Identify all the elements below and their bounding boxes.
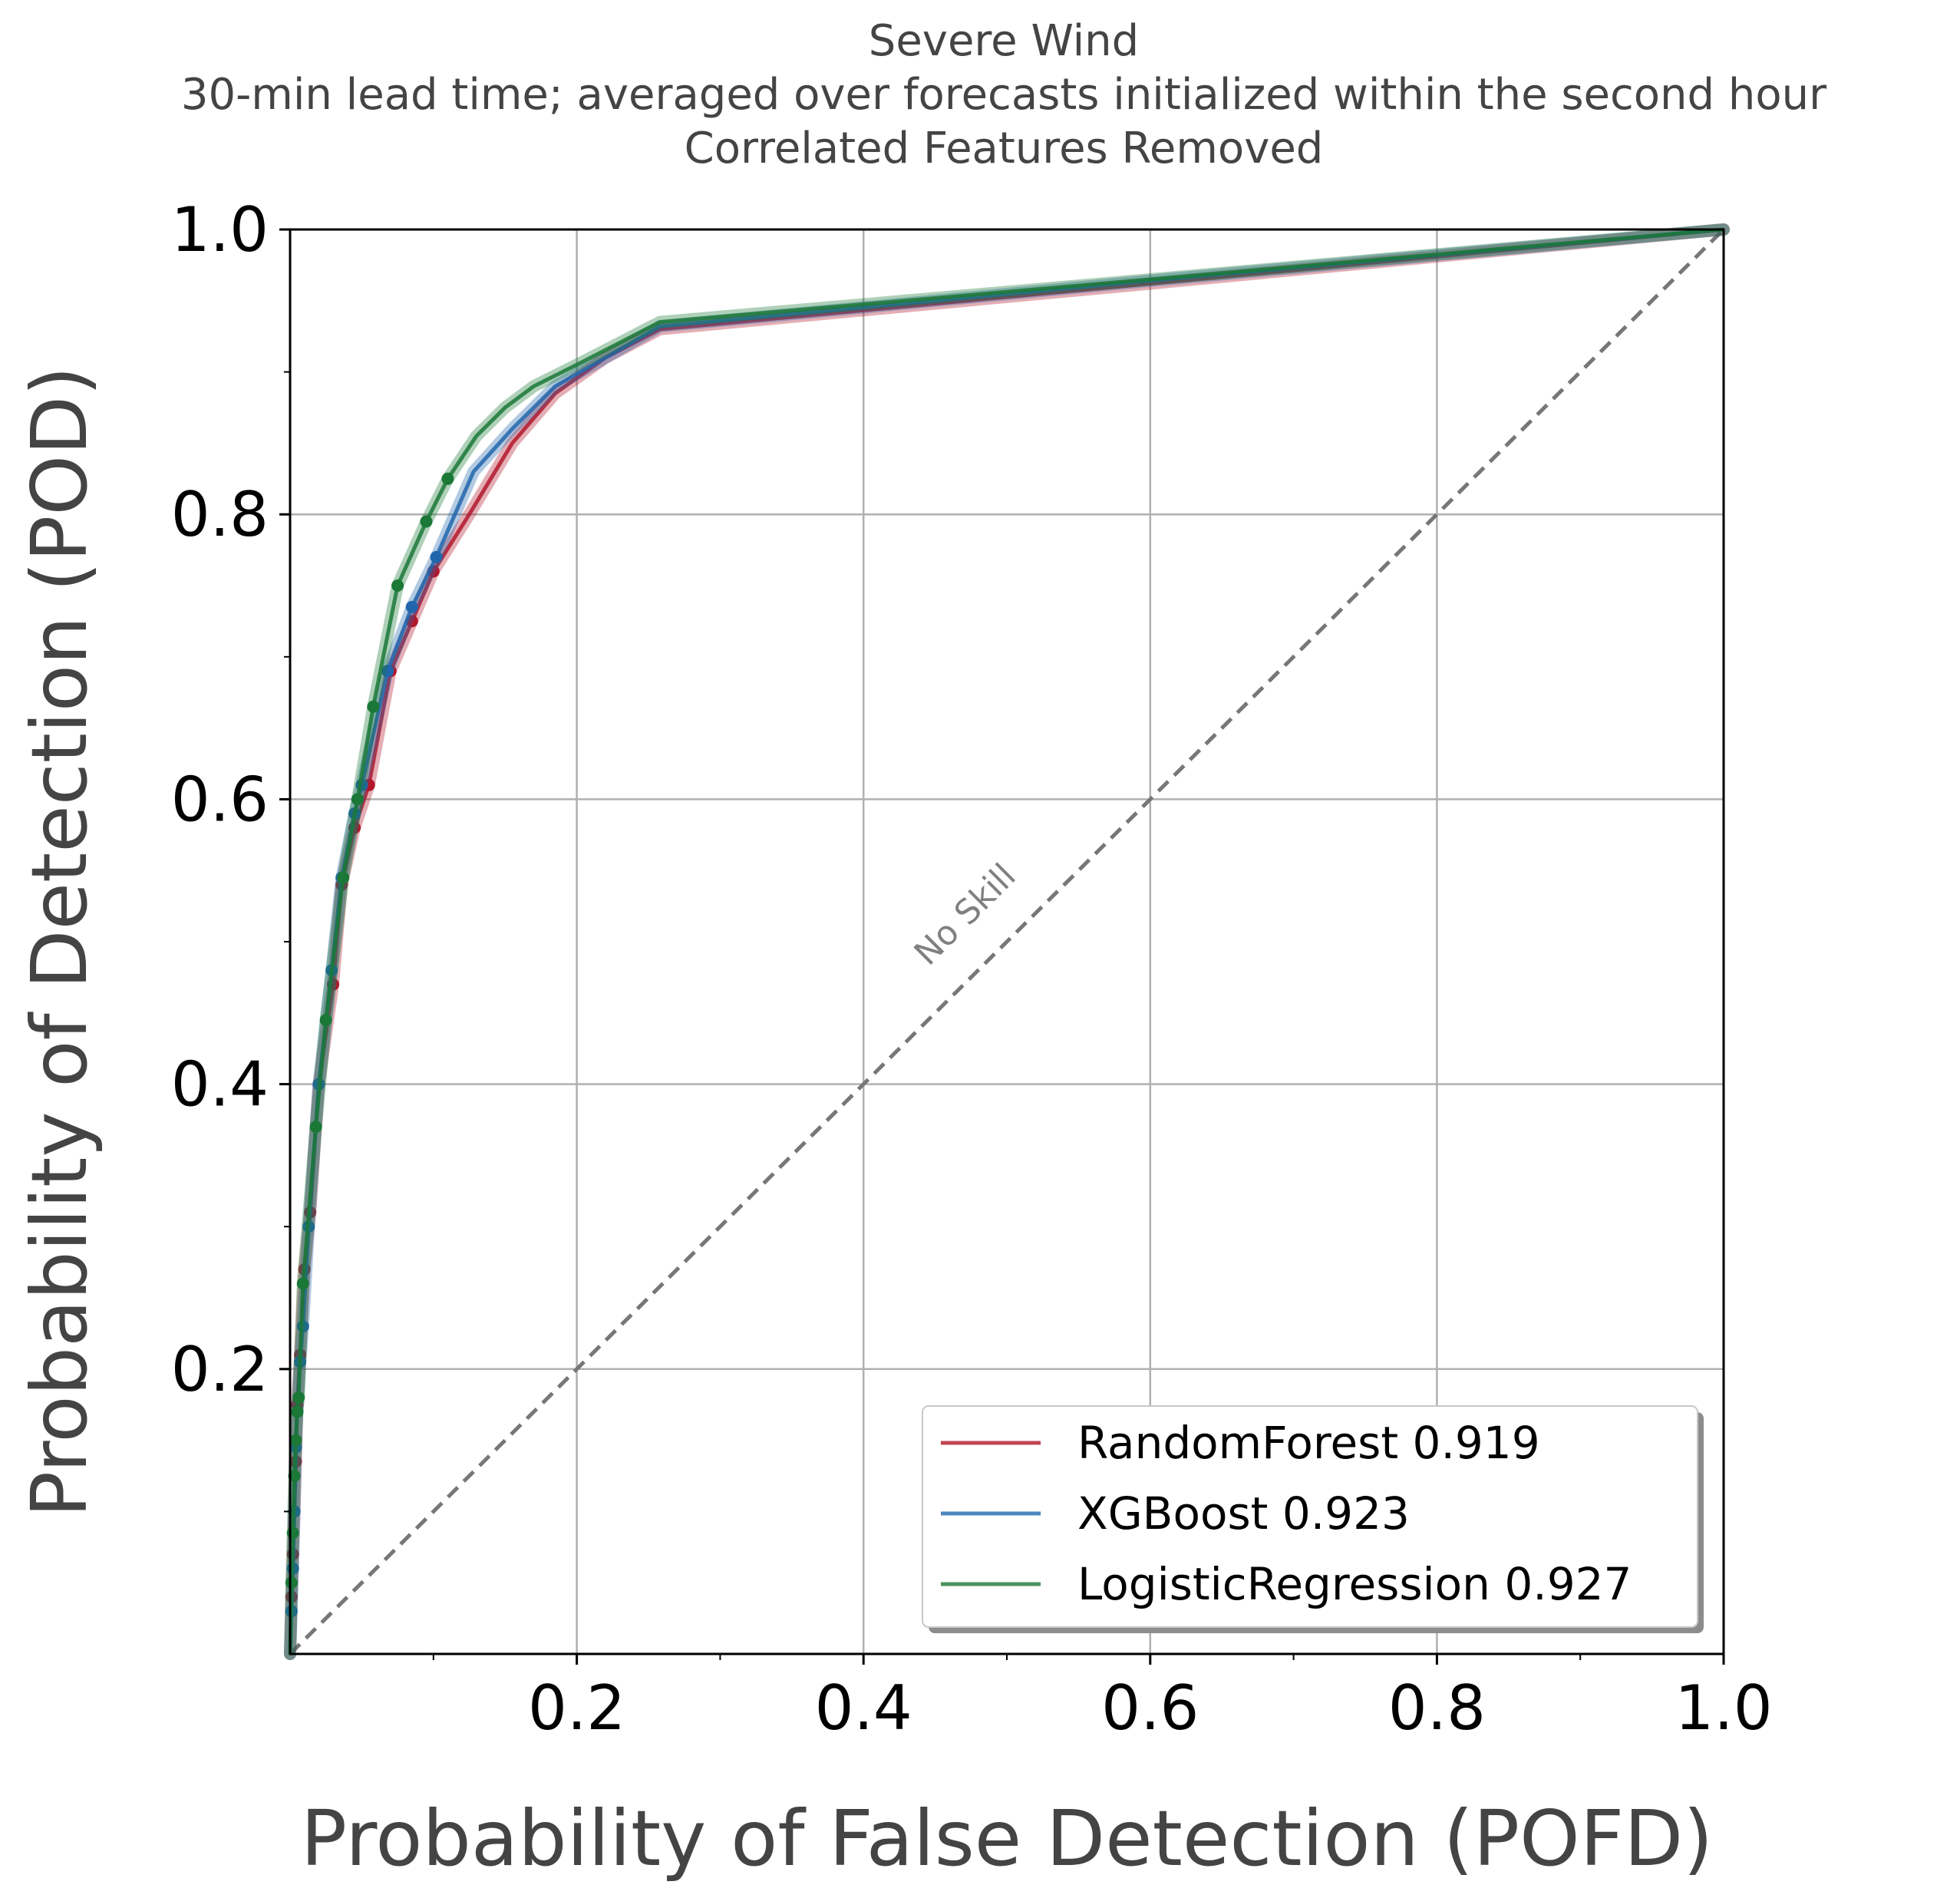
data-point	[405, 600, 418, 613]
data-point	[296, 1277, 309, 1290]
data-point	[291, 1405, 304, 1418]
data-point	[319, 1014, 332, 1027]
chart-title: Severe Wind	[869, 16, 1139, 66]
y-tick-label: 1.0	[171, 194, 269, 266]
no-skill-line	[289, 228, 1725, 1655]
chart-subtitle-2: Correlated Features Removed	[685, 124, 1324, 173]
data-point	[285, 1576, 298, 1589]
data-point	[391, 579, 404, 592]
data-point	[430, 550, 443, 563]
data-point	[337, 871, 350, 884]
x-tick-label: 0.8	[1388, 1672, 1486, 1744]
data-point	[381, 665, 394, 678]
series-group	[284, 223, 1730, 1660]
x-tick-label: 0.4	[815, 1672, 912, 1744]
y-tick-label: 0.2	[171, 1334, 269, 1405]
y-axis-label: Probability of Detection (POD)	[15, 366, 104, 1517]
y-tick-label: 0.6	[171, 764, 269, 835]
data-point	[292, 1391, 305, 1404]
legend: RandomForest 0.919 XGBoost 0.923 LogisticR…	[922, 1405, 1704, 1633]
y-tick-label: 0.4	[171, 1049, 269, 1121]
x-axis-label: Probability of False Detection (POFD)	[301, 1794, 1714, 1883]
data-point	[309, 1121, 322, 1134]
no-skill-diagonal	[289, 228, 1725, 1655]
no-skill-label: No Skill	[907, 857, 1024, 973]
series-2	[284, 223, 1730, 1660]
x-tick-label: 0.6	[1101, 1672, 1199, 1744]
data-point	[367, 700, 380, 713]
legend-label: XGBoost 0.923	[1077, 1487, 1410, 1540]
legend-box	[922, 1405, 1698, 1628]
data-point	[286, 1527, 299, 1540]
x-tick-label: 0.2	[528, 1672, 625, 1744]
data-point	[289, 1434, 302, 1447]
data-point	[441, 472, 454, 485]
data-point	[288, 1470, 301, 1482]
data-point	[351, 793, 364, 806]
legend-label: RandomForest 0.919	[1077, 1417, 1540, 1469]
chart-subtitle: 30-min lead time; averaged over forecast…	[181, 70, 1827, 120]
y-tick-label: 0.8	[171, 479, 269, 550]
axis-ticks: 0.2 0.4 0.6 0.8 1.0 0.2 0.4 0.6 0.8 1.0	[171, 194, 1773, 1744]
legend-label: LogisticRegression 0.927	[1077, 1558, 1632, 1610]
x-tick-label: 1.0	[1675, 1672, 1772, 1744]
data-point	[420, 515, 433, 528]
